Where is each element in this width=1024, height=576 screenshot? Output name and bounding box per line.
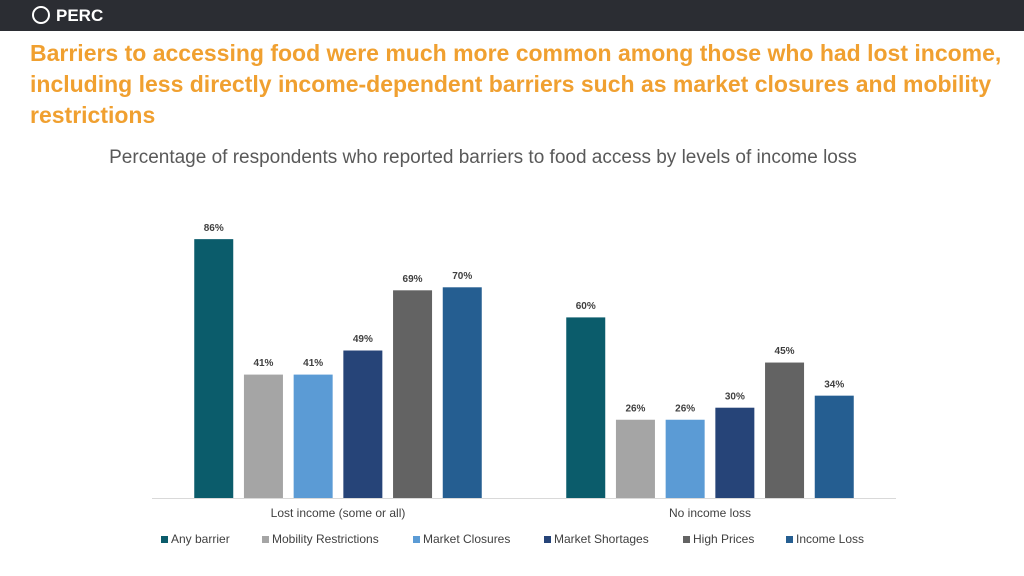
chart-title: Percentage of respondents who reported b…: [109, 147, 857, 168]
legend-swatch: [786, 536, 793, 543]
bar: [293, 374, 333, 498]
legend-swatch: [683, 536, 690, 543]
bar: [665, 419, 705, 498]
value-label: 60%: [576, 301, 596, 312]
legend-swatch: [161, 536, 168, 543]
legend-swatch: [262, 536, 269, 543]
bar: [442, 287, 482, 498]
bar: [194, 239, 234, 498]
value-label: 86%: [204, 223, 224, 234]
bar: [566, 317, 606, 498]
value-label: 30%: [725, 391, 745, 402]
value-label: 69%: [403, 274, 423, 285]
legend-label: High Prices: [693, 532, 754, 546]
logo: PERC: [56, 6, 104, 25]
value-label: 49%: [353, 334, 373, 345]
legend-label: Market Shortages: [554, 532, 649, 546]
legend-label: Any barrier: [171, 532, 230, 546]
value-label: 41%: [253, 358, 273, 369]
x-tick-label: Lost income (some or all): [271, 506, 406, 520]
value-label: 45%: [775, 346, 795, 357]
bar: [343, 350, 383, 498]
legend-swatch: [413, 536, 420, 543]
legend-label: Market Closures: [423, 532, 510, 546]
bar: [715, 407, 755, 498]
logo-icon: [32, 6, 50, 24]
legend-swatch: [544, 536, 551, 543]
bar: [615, 419, 655, 498]
value-label: 26%: [675, 403, 695, 414]
legend-label: Mobility Restrictions: [272, 532, 379, 546]
top-bar: PERC: [0, 0, 1024, 31]
legend-label: Income Loss: [796, 532, 864, 546]
value-label: 70%: [452, 271, 472, 282]
bar: [243, 374, 283, 498]
value-label: 26%: [625, 403, 645, 414]
x-tick-label: No income loss: [669, 506, 751, 520]
value-label: 34%: [824, 379, 844, 390]
slide-title: Barriers to accessing food were much mor…: [30, 40, 1002, 128]
bar: [765, 362, 805, 498]
bar: [814, 395, 854, 498]
bar: [393, 290, 433, 498]
value-label: 41%: [303, 358, 323, 369]
